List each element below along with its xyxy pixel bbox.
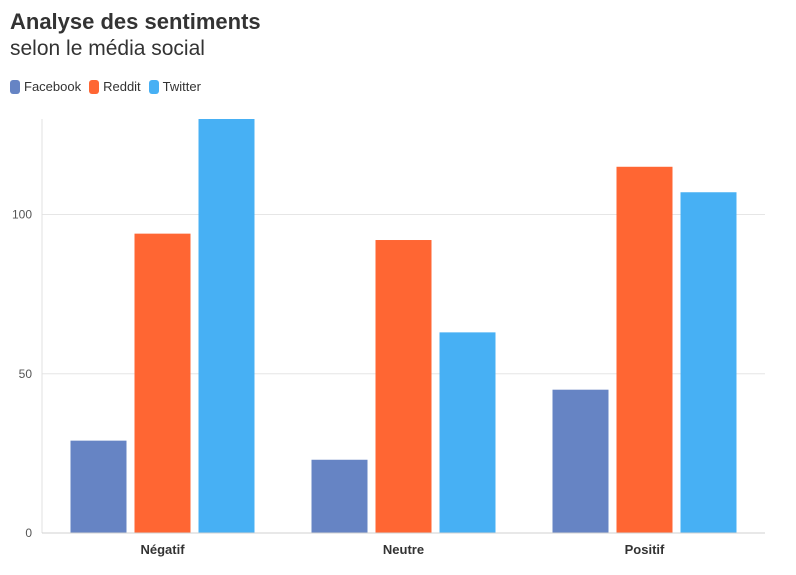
legend-swatch-twitter	[148, 79, 159, 94]
legend-label-facebook: Facebook	[24, 79, 82, 94]
bar-twitter-0	[198, 119, 255, 533]
bar-twitter-2	[680, 192, 737, 533]
legend-item-facebook[interactable]: Facebook	[10, 79, 81, 94]
bar-reddit-2	[616, 166, 673, 533]
bar-reddit-0	[134, 233, 191, 533]
bar-twitter-1	[439, 332, 496, 533]
chart-subtitle: selon le média social	[10, 37, 205, 60]
legend-item-reddit[interactable]: Reddit	[89, 79, 141, 94]
legend-label-twitter: Twitter	[162, 79, 201, 94]
bar-facebook-2	[552, 389, 609, 533]
y-tick-label-0: 0	[25, 526, 32, 540]
bar-facebook-0	[70, 440, 127, 533]
legend-swatch-facebook	[10, 79, 20, 94]
y-tick-label-50: 50	[19, 367, 33, 381]
chart-title: Analyse des sentiments	[10, 9, 261, 34]
bar-reddit-1	[375, 240, 432, 533]
legend-label-reddit: Reddit	[103, 79, 141, 94]
y-tick-label-100: 100	[12, 208, 32, 222]
x-tick-label-2: Positif	[625, 542, 665, 557]
legend: Facebook Reddit Twitter	[10, 79, 201, 94]
legend-item-twitter[interactable]: Twitter	[148, 79, 201, 94]
x-tick-label-0: Négatif	[140, 542, 185, 557]
legend-swatch-reddit	[89, 79, 100, 94]
bar-facebook-1	[311, 459, 368, 533]
x-tick-label-1: Neutre	[383, 542, 424, 557]
